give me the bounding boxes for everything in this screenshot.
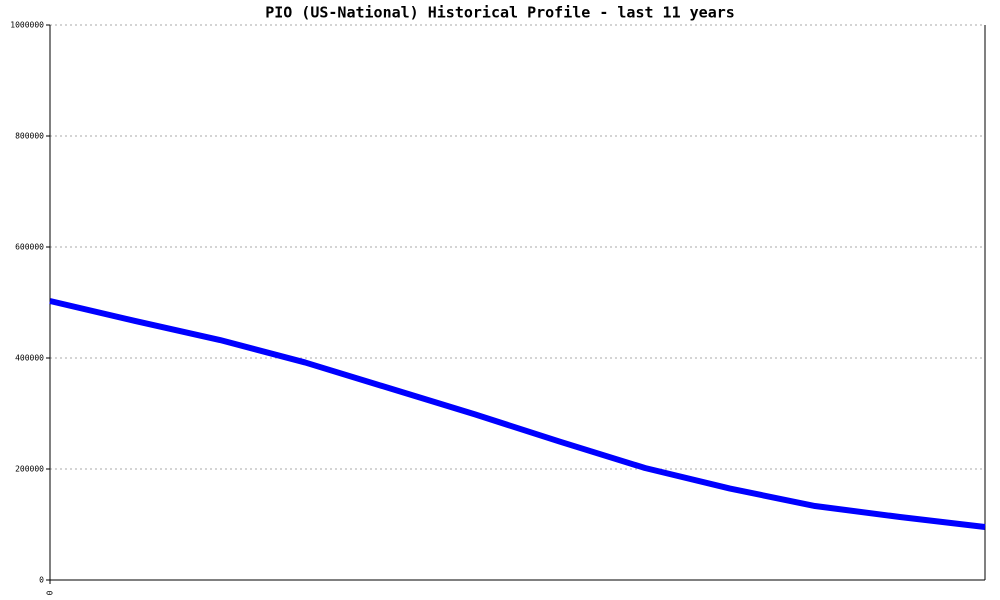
data-line — [49, 298, 986, 530]
y-tick-label: 400000 — [15, 354, 44, 363]
y-tick-label: 200000 — [15, 465, 44, 474]
chart-title: PIO (US-National) Historical Profile - l… — [265, 4, 735, 22]
y-tick-label: 800000 — [15, 132, 44, 141]
x-tick-label: 0 — [46, 590, 55, 595]
y-tick-label: 600000 — [15, 243, 44, 252]
y-tick-label: 0 — [39, 576, 44, 585]
y-tick-label: 1000000 — [10, 21, 44, 30]
